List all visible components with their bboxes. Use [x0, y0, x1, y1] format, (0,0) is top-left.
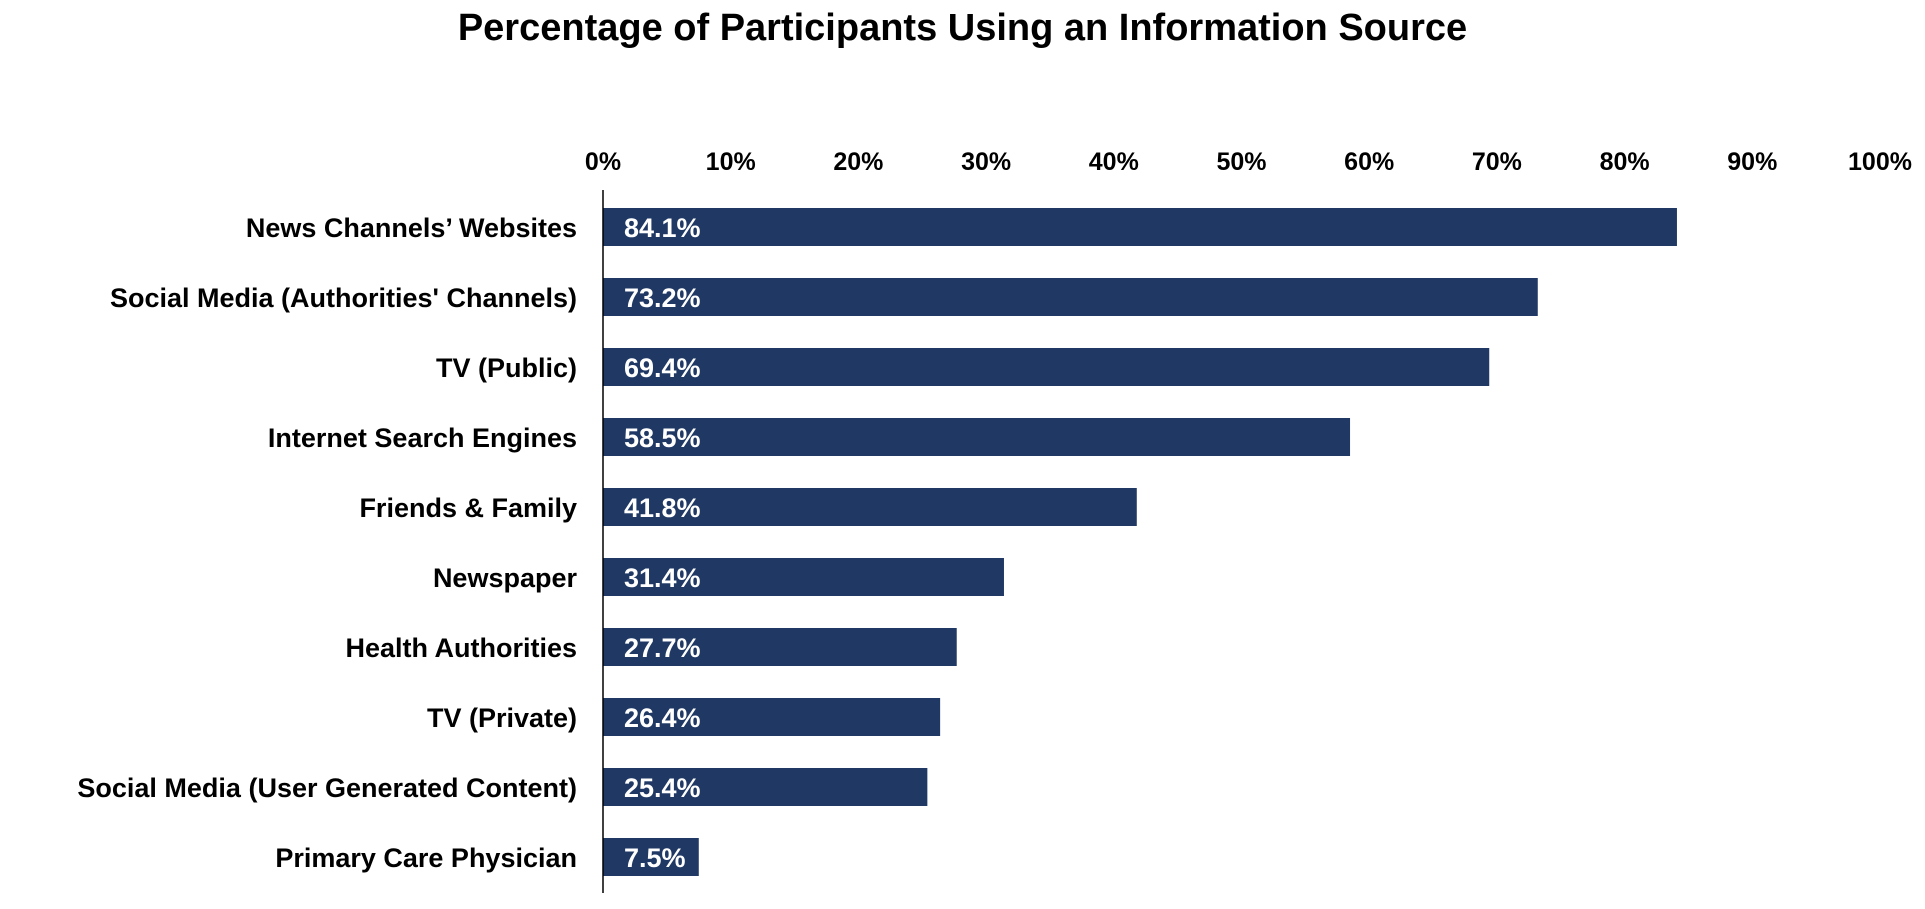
data-label: 26.4% — [624, 703, 701, 733]
data-label: 27.7% — [624, 633, 701, 663]
data-label: 7.5% — [624, 843, 686, 873]
category-label: Newspaper — [433, 563, 578, 593]
x-tick-label: 100% — [1848, 148, 1912, 176]
data-label: 41.8% — [624, 493, 701, 523]
bar — [603, 208, 1677, 246]
bar — [603, 488, 1137, 526]
category-label: News Channels’ Websites — [246, 213, 577, 243]
bar — [603, 698, 941, 736]
bar — [603, 278, 1538, 316]
x-tick-label: 30% — [961, 148, 1011, 176]
category-label: Primary Care Physician — [275, 843, 577, 873]
category-label: TV (Public) — [436, 353, 577, 383]
x-tick-label: 70% — [1472, 148, 1522, 176]
x-tick-label: 80% — [1600, 148, 1650, 176]
category-label: Health Authorities — [345, 633, 577, 663]
data-label: 84.1% — [624, 213, 701, 243]
bar — [603, 838, 699, 876]
x-tick-label: 40% — [1089, 148, 1139, 176]
data-labels: 84.1% 73.2% 69.4% 58.5% 41.8% 31.4% 27.7% 26.4%… — [624, 213, 701, 873]
data-label: 69.4% — [624, 353, 701, 383]
category-label: TV (Private) — [427, 703, 577, 733]
x-tick-label: 10% — [706, 148, 756, 176]
category-label: Social Media (Authorities' Channels) — [110, 283, 577, 313]
chart-title: Percentage of Participants Using an Info… — [457, 7, 1468, 49]
x-tick-label: 0% — [585, 148, 621, 176]
x-axis-ticks: 0% 10% 20% 30% 40% 50% 60% 70% 80% 90% 100% — [585, 148, 1912, 176]
bar — [603, 418, 1351, 456]
bar — [603, 348, 1490, 386]
category-labels: News Channels’ Websites Social Media (Aut… — [77, 213, 577, 873]
data-label: 31.4% — [624, 563, 701, 593]
data-label: 25.4% — [624, 773, 701, 803]
bars — [603, 208, 1677, 876]
category-label: Internet Search Engines — [268, 423, 577, 453]
bar — [603, 628, 957, 666]
bar — [603, 558, 1004, 596]
category-label: Social Media (User Generated Content) — [77, 773, 577, 803]
x-tick-label: 50% — [1216, 148, 1266, 176]
x-tick-label: 60% — [1344, 148, 1394, 176]
x-tick-label: 90% — [1727, 148, 1777, 176]
x-tick-label: 20% — [833, 148, 883, 176]
bar — [603, 768, 928, 806]
data-label: 58.5% — [624, 423, 701, 453]
category-label: Friends & Family — [359, 493, 577, 523]
data-label: 73.2% — [624, 283, 701, 313]
